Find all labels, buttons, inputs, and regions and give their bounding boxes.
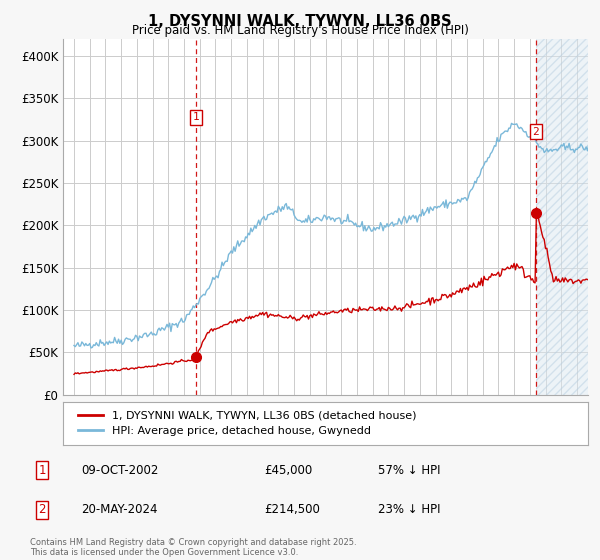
Text: 20-MAY-2024: 20-MAY-2024 xyxy=(81,503,157,516)
Text: £214,500: £214,500 xyxy=(264,503,320,516)
Text: 2: 2 xyxy=(38,503,46,516)
Text: 1: 1 xyxy=(38,464,46,477)
Text: 09-OCT-2002: 09-OCT-2002 xyxy=(81,464,158,477)
Legend: 1, DYSYNNI WALK, TYWYN, LL36 0BS (detached house), HPI: Average price, detached : 1, DYSYNNI WALK, TYWYN, LL36 0BS (detach… xyxy=(74,406,421,441)
Text: 23% ↓ HPI: 23% ↓ HPI xyxy=(378,503,440,516)
Text: Price paid vs. HM Land Registry's House Price Index (HPI): Price paid vs. HM Land Registry's House … xyxy=(131,24,469,37)
Text: 1, DYSYNNI WALK, TYWYN, LL36 0BS: 1, DYSYNNI WALK, TYWYN, LL36 0BS xyxy=(148,14,452,29)
Bar xyxy=(536,39,588,395)
Text: Contains HM Land Registry data © Crown copyright and database right 2025.
This d: Contains HM Land Registry data © Crown c… xyxy=(30,538,356,557)
Text: 2: 2 xyxy=(532,127,539,137)
Text: £45,000: £45,000 xyxy=(264,464,312,477)
Text: 1: 1 xyxy=(193,113,200,123)
Text: 57% ↓ HPI: 57% ↓ HPI xyxy=(378,464,440,477)
